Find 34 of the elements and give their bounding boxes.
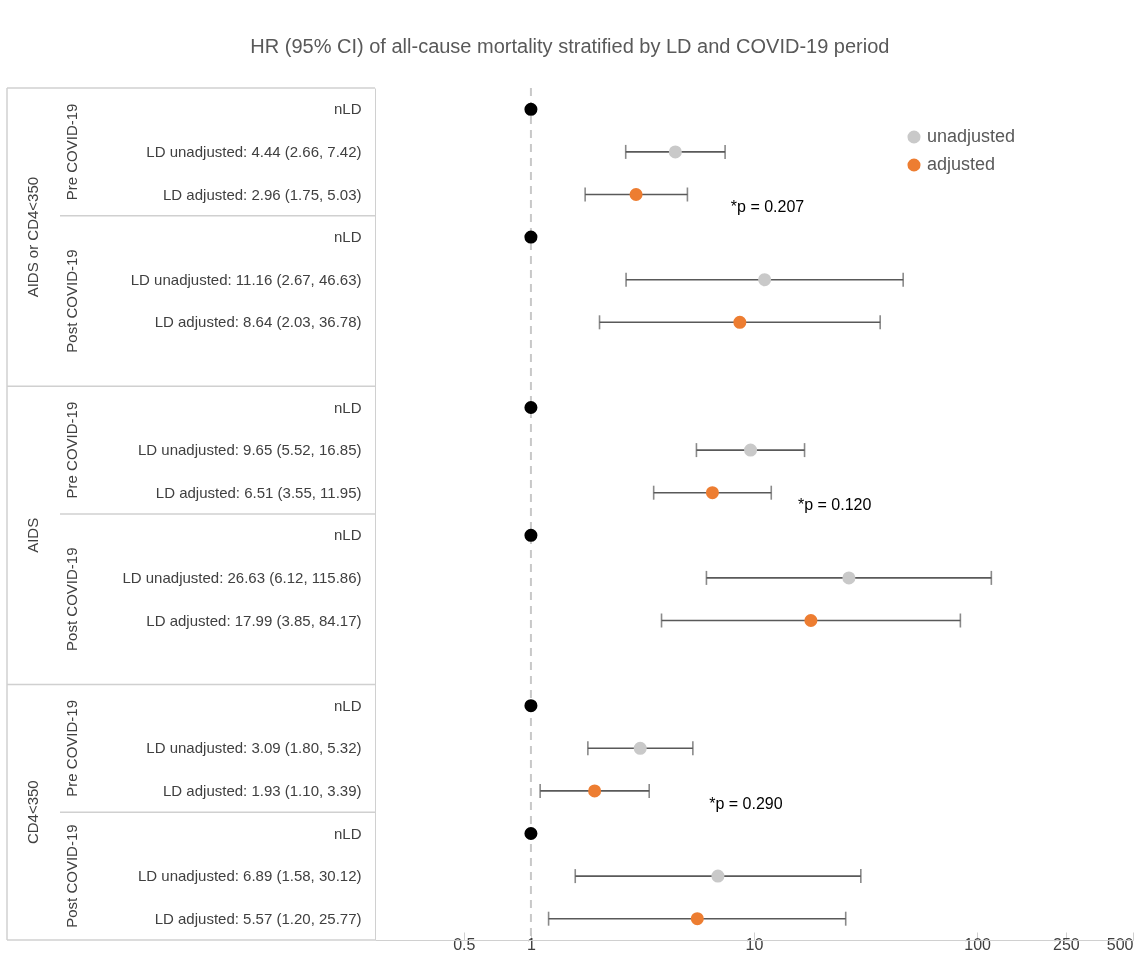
y-tick-label: LD unadjusted: 3.09 (1.80, 5.32) bbox=[146, 739, 362, 757]
y-tick-label: nLD bbox=[333, 398, 362, 416]
y-tick-label: LD adjusted: 2.96 (1.75, 5.03) bbox=[163, 185, 362, 203]
text: Pre COVID-19 bbox=[63, 103, 80, 201]
text: Post COVID-19 bbox=[63, 547, 80, 651]
text: Pre COVID-19 bbox=[63, 699, 80, 797]
y-tick-label: LD unadjusted: 11.16 (2.67, 46.63) bbox=[130, 270, 362, 288]
annotation: *p = 0.290 bbox=[709, 794, 783, 812]
y-tick-label: LD adjusted: 5.57 (1.20, 25.77) bbox=[154, 909, 362, 927]
chart-title: HR (95% CI) of all-cause mortality stratified by LD and COVID-19 period bbox=[250, 35, 890, 57]
x-tick-label: 500 bbox=[1106, 935, 1134, 953]
y-tick-label: LD unadjusted: 9.65 (5.52, 16.85) bbox=[138, 441, 362, 459]
text: CD4<350 bbox=[24, 780, 41, 845]
y-tick-label: LD adjusted: 1.93 (1.10, 3.39) bbox=[163, 781, 362, 799]
y-tick-label: nLD bbox=[333, 228, 362, 246]
legend-label: unadjusted bbox=[927, 126, 1016, 146]
y-tick-label: LD adjusted: 17.99 (3.85, 84.17) bbox=[146, 611, 362, 629]
text: Post COVID-19 bbox=[63, 249, 80, 353]
text: Post COVID-19 bbox=[63, 824, 80, 928]
y-tick-label: nLD bbox=[333, 526, 362, 544]
y-tick-label: nLD bbox=[333, 696, 362, 714]
text: AIDS bbox=[24, 517, 41, 553]
y-tick-label: LD unadjusted: 4.44 (2.66, 7.42) bbox=[146, 142, 362, 160]
y-tick-label: nLD bbox=[333, 100, 362, 118]
y-tick-label: LD adjusted: 8.64 (2.03, 36.78) bbox=[154, 313, 362, 331]
text: Pre COVID-19 bbox=[63, 401, 80, 499]
annotation: *p = 0.207 bbox=[730, 198, 805, 216]
y-tick-label: LD adjusted: 6.51 (3.55, 11.95) bbox=[155, 483, 362, 501]
text: AIDS or CD4<350 bbox=[24, 176, 41, 298]
legend-label: adjusted bbox=[927, 154, 996, 174]
y-tick-label: LD unadjusted: 6.89 (1.58, 30.12) bbox=[138, 867, 362, 885]
annotation: *p = 0.120 bbox=[797, 496, 872, 514]
y-tick-label: LD unadjusted: 26.63 (6.12, 115.86) bbox=[122, 568, 362, 586]
y-tick-label: nLD bbox=[333, 824, 362, 842]
